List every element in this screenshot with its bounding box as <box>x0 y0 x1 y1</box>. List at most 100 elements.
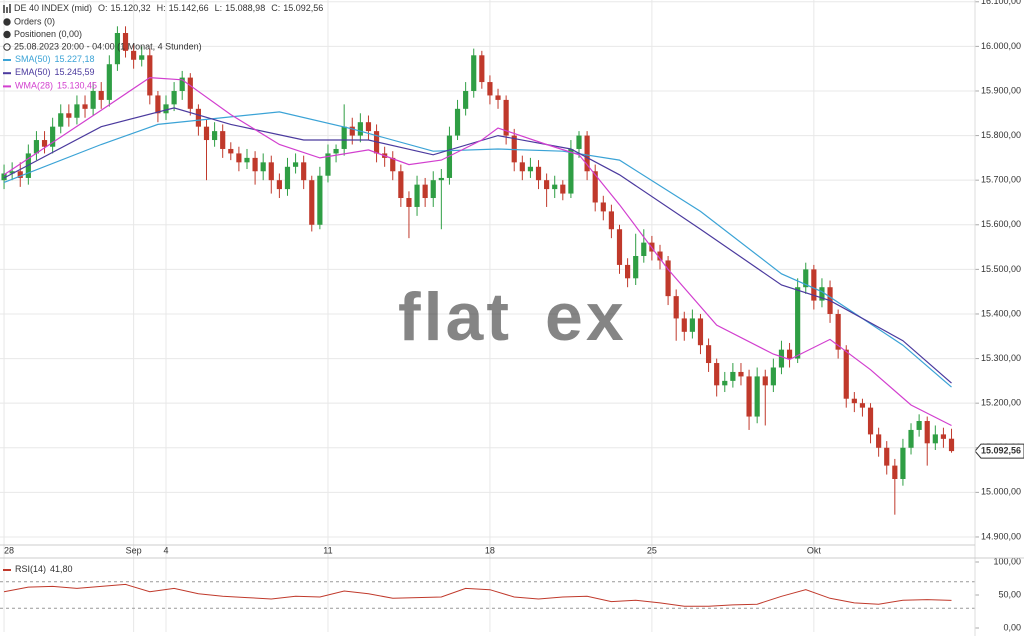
legend-entry: SMA(50) 15.227,18 <box>15 54 95 64</box>
candle-body <box>349 126 355 136</box>
candle-body <box>276 180 282 190</box>
y-tick-label: 16.000,00 <box>981 41 1021 51</box>
candle-body <box>762 376 768 386</box>
candle-body <box>82 104 88 109</box>
icon <box>3 4 11 13</box>
candle-body <box>341 126 347 149</box>
candle-body <box>811 269 817 301</box>
x-tick-label: Okt <box>807 545 822 555</box>
y-tick-label: 16.100,00 <box>981 0 1021 6</box>
candle-body <box>17 171 23 178</box>
candle-body <box>365 122 372 132</box>
instrument-title: DE 40 INDEX (mid) O: 15.120,32 H: 15.142,66 L… <box>14 3 323 13</box>
y-tick-label: 15.300,00 <box>981 353 1021 363</box>
indicator-line <box>3 111 952 388</box>
info-icon <box>3 30 11 39</box>
plot: 15.092,56 <box>1 26 1024 607</box>
candle-body <box>106 64 112 100</box>
candle-body <box>471 55 477 91</box>
legend-entry: RSI(14) 41,80 <box>15 564 73 574</box>
candle-body <box>147 55 153 96</box>
info-text: Orders (0) <box>14 16 55 26</box>
header-text: O: <box>98 3 108 13</box>
candle-body <box>576 135 582 149</box>
candle-body <box>58 113 64 127</box>
legend-name: WMA(28) <box>15 81 53 91</box>
candle-body <box>697 318 704 346</box>
y-tick-label: 15.400,00 <box>981 308 1021 318</box>
x-tick-label: 25 <box>647 545 657 555</box>
candle-body <box>908 429 914 448</box>
x-tick-label: 28 <box>4 545 14 555</box>
candle-body <box>916 421 922 430</box>
candle-body <box>705 345 712 364</box>
candle-body <box>851 398 857 404</box>
candle-body <box>641 242 647 256</box>
candle-body <box>90 90 96 109</box>
candle-body <box>867 407 874 435</box>
last-price-tag <box>974 443 1024 459</box>
candle-body <box>220 131 226 149</box>
candle-body <box>244 157 250 163</box>
candle-body <box>843 349 849 399</box>
candle-body <box>544 180 550 190</box>
candle-body <box>859 403 866 408</box>
candle-body <box>819 287 825 301</box>
candle-body <box>940 434 947 439</box>
candle-body <box>560 184 566 194</box>
candle-body <box>463 90 469 109</box>
candle-body <box>301 162 307 181</box>
candle-body <box>325 153 331 176</box>
legend-name: EMA(50) <box>15 68 51 78</box>
candle-body <box>479 55 485 83</box>
legend-name: SMA(50) <box>15 54 51 64</box>
candle-body <box>527 166 534 172</box>
candle-body <box>592 171 598 203</box>
candle-body <box>948 438 955 452</box>
candle-body <box>98 90 104 100</box>
legend-entry: EMA(50) 15.245,59 <box>15 68 95 78</box>
candle-body <box>600 202 606 212</box>
candle-body <box>535 166 542 181</box>
candle-body <box>803 269 809 288</box>
candle-body <box>252 157 258 172</box>
indicator-line <box>3 107 952 384</box>
x-tick-label: 11 <box>323 545 332 555</box>
y-tick-label: 100,00 <box>993 556 1021 566</box>
candle-body <box>50 126 56 147</box>
candle-body <box>179 77 185 91</box>
rsi-line <box>3 583 952 607</box>
header-text: 15.120,32 <box>111 3 151 13</box>
candle-body <box>292 162 299 167</box>
candle-body <box>333 148 339 154</box>
info-icon <box>3 18 11 26</box>
legend-name: RSI(14) <box>15 564 46 574</box>
candle-body <box>884 447 890 466</box>
legend-value: 15.245,59 <box>55 68 95 78</box>
candle-body <box>236 153 242 163</box>
y-tick-label: 14.900,00 <box>981 531 1021 541</box>
candle-body <box>584 135 590 172</box>
header: DE 40 INDEX (mid) O: 15.120,32 H: 15.142,66 L… <box>3 3 323 574</box>
candle-body <box>519 162 525 172</box>
candle-body <box>406 198 412 207</box>
candle-body <box>835 313 841 350</box>
watermark: flat ex <box>398 279 624 355</box>
candle-body <box>487 82 493 96</box>
candle-body <box>552 184 558 190</box>
candle-body <box>454 108 461 136</box>
candle-body <box>357 122 363 136</box>
header-text: DE 40 INDEX (mid) <box>14 3 92 13</box>
candle-body <box>892 465 898 479</box>
candle-body <box>1 173 7 181</box>
candle-body <box>66 113 72 118</box>
candle-body <box>212 131 218 141</box>
candle-body <box>163 104 169 114</box>
candle-body <box>309 180 315 225</box>
candle-body <box>260 162 266 172</box>
candle-body <box>398 171 404 199</box>
